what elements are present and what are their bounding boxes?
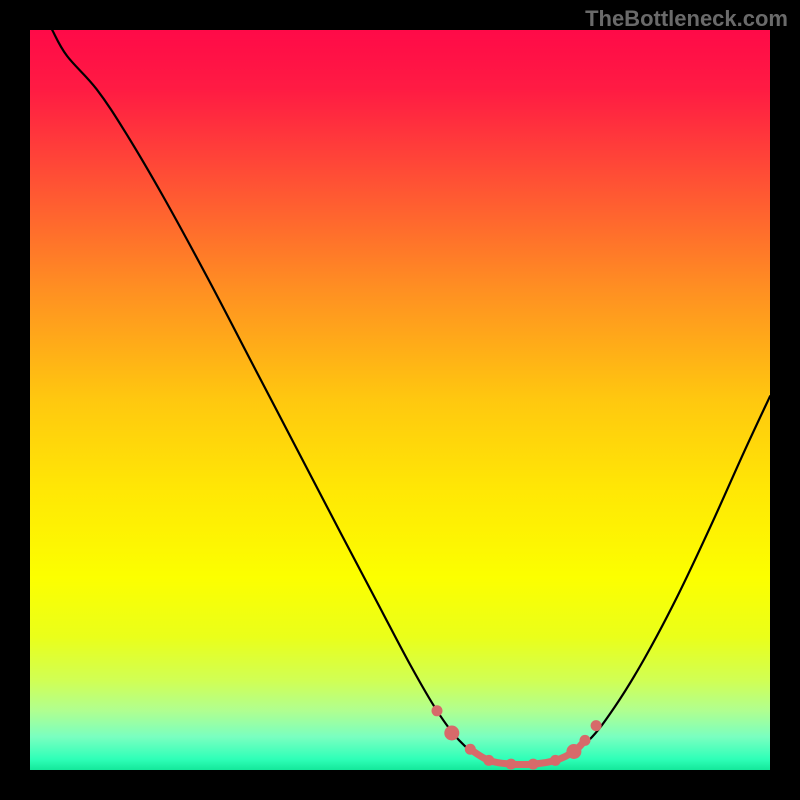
optimal-marker [591,720,602,731]
optimal-marker [580,735,591,746]
optimal-marker [444,726,459,741]
optimal-marker [506,759,517,770]
bottleneck-chart [0,0,800,800]
optimal-marker [483,755,494,766]
optimal-marker [528,759,539,770]
optimal-marker [550,755,561,766]
gradient-background [30,30,770,770]
optimal-marker [465,744,476,755]
watermark-text: TheBottleneck.com [585,6,788,32]
optimal-marker [566,744,581,759]
chart-frame [0,0,800,800]
optimal-marker [432,705,443,716]
